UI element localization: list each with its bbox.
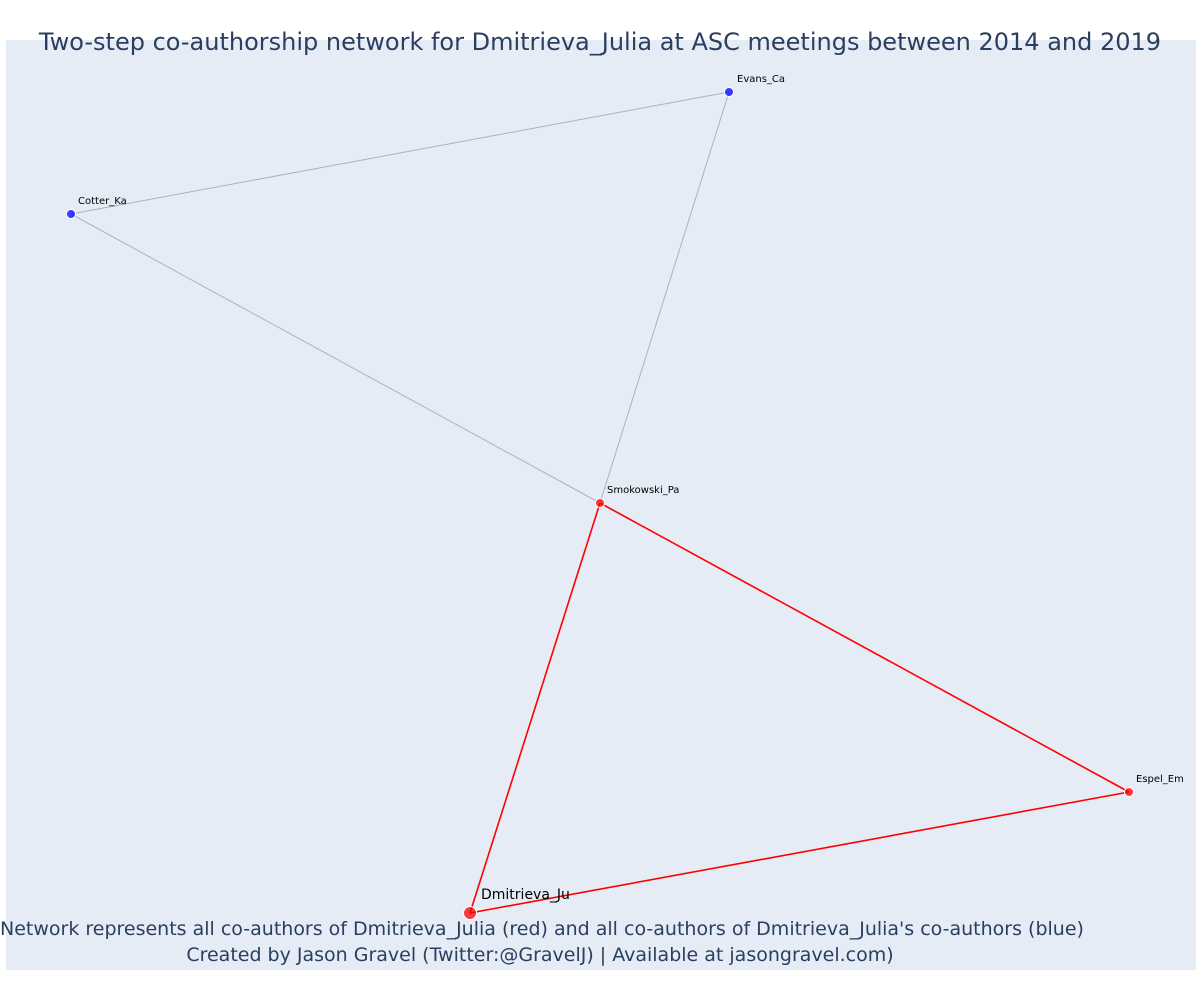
node-espel_em[interactable] xyxy=(1124,787,1134,797)
edge-dmitrieva_ju-espel_em xyxy=(469,791,1130,914)
caption-credit: Created by Jason Gravel (Twitter:@Gravel… xyxy=(186,944,894,966)
chart-title: Two-step co-authorship network for Dmitr… xyxy=(38,28,1162,56)
edge-smokowski_pa-espel_em xyxy=(599,502,1130,793)
edge-smokowski_pa-cotter_ka xyxy=(70,213,601,504)
labels-layer: Dmitrieva_Ju Smokowski_Pa Espel_Em Evans_Ca… xyxy=(78,74,1184,903)
node-label-smokowski_pa: Smokowski_Pa xyxy=(607,485,679,496)
node-label-dmitrieva_ju: Dmitrieva_Ju xyxy=(481,887,570,903)
edge-evans_ca-cotter_ka xyxy=(70,91,730,215)
node-smokowski_pa[interactable] xyxy=(595,498,605,508)
nodes-layer[interactable] xyxy=(66,87,1134,920)
node-cotter_ka[interactable] xyxy=(66,209,76,219)
caption-description: Network represents all co-authors of Dmi… xyxy=(0,918,1084,940)
node-label-evans_ca: Evans_Ca xyxy=(737,74,785,85)
node-label-cotter_ka: Cotter_Ka xyxy=(78,196,127,207)
edge-smokowski_pa-evans_ca xyxy=(599,91,730,504)
node-evans_ca[interactable] xyxy=(724,87,734,97)
edge-dmitrieva_ju-smokowski_pa xyxy=(469,502,601,914)
node-dmitrieva_ju[interactable] xyxy=(463,906,477,920)
edges-layer xyxy=(70,91,1130,914)
node-label-espel_em: Espel_Em xyxy=(1136,774,1184,785)
